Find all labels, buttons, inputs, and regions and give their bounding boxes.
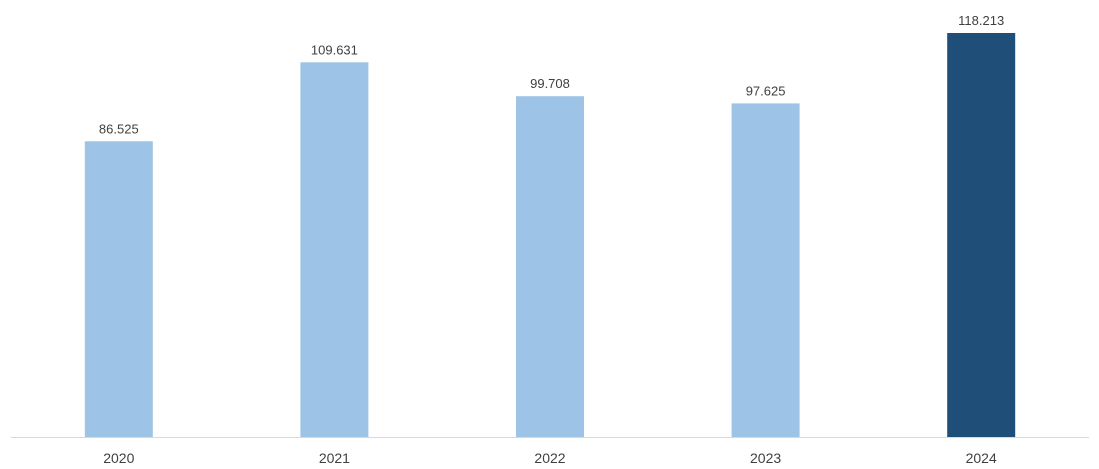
x-tick-labels: 2020 2021 2022 2023 2024 — [103, 450, 997, 466]
value-label-2022: 99.708 — [530, 76, 570, 91]
value-label-2021: 109.631 — [311, 42, 358, 57]
x-tick-label-2024: 2024 — [966, 450, 997, 464]
value-label-2024: 118.213 — [958, 13, 1004, 28]
bar-2021 — [300, 62, 369, 438]
x-tick-label-2022: 2022 — [534, 450, 565, 464]
bar-2024 — [947, 33, 1016, 437]
x-tick-label-2021: 2021 — [319, 450, 350, 464]
value-label-2020: 86.525 — [99, 121, 139, 136]
bar-2023 — [731, 103, 800, 438]
x-tick-label-2023: 2023 — [750, 450, 781, 464]
x-tick-label-2020: 2020 — [103, 450, 134, 464]
bar-2020 — [84, 141, 153, 438]
value-label-2023: 97.625 — [746, 83, 786, 98]
value-labels-layer: 86.525 109.631 99.708 97.625 118.213 — [99, 13, 1004, 136]
bar-2022 — [516, 96, 584, 437]
bars-layer — [84, 33, 1016, 438]
